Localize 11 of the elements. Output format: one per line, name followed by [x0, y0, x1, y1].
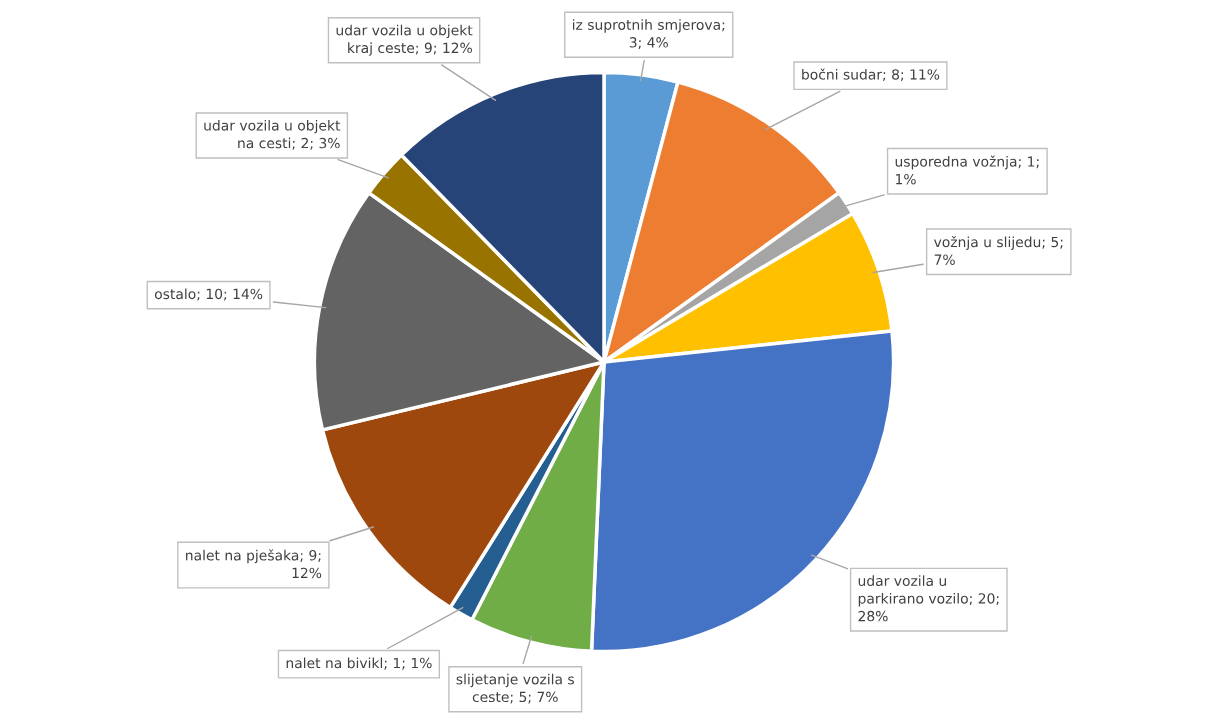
slice-label: udar vozila u objekt kraj ceste; 9; 12%: [336, 24, 473, 56]
slice-label: slijetanje vozila s ceste; 5; 7%: [456, 673, 574, 704]
slice-label: nalet na pješaka; 9; 12%: [186, 549, 322, 579]
slice-label: iz suprotnih smjerova; 3; 4%: [573, 19, 725, 50]
slice-label: bočni sudar; 8; 11%: [802, 68, 940, 82]
slice-label: vožnja u slijedu; 5; 7%: [933, 235, 1063, 265]
slice-label: udar vozila u objekt na cesti; 2; 3%: [204, 119, 341, 150]
slice-label: ostalo; 10; 14%: [154, 288, 263, 301]
slice-label: usporedna vožnja; 1; 1%: [895, 155, 1039, 185]
slice-label: udar vozila u parkirano vozilo; 20; 28%: [858, 575, 999, 622]
slice-label: nalet na bivikl; 1; 1%: [286, 657, 432, 670]
